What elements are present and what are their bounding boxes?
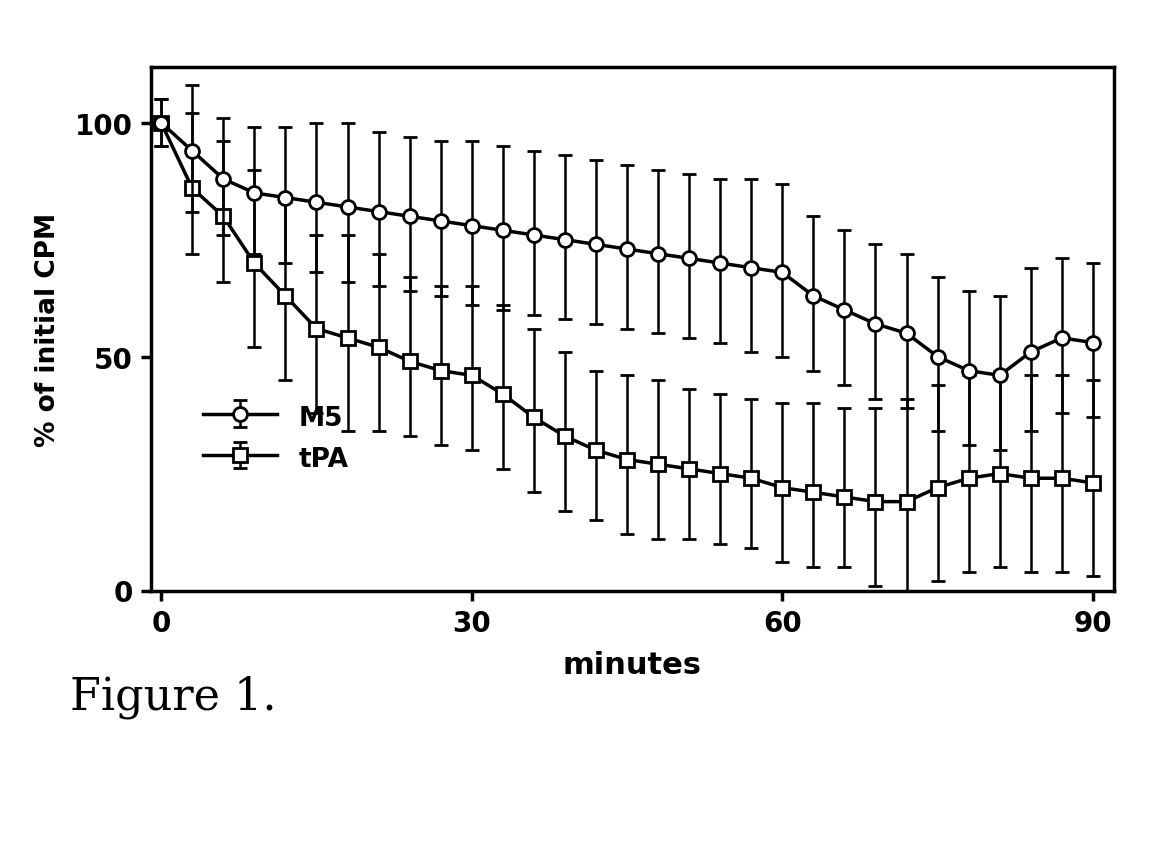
Legend: M5, tPA: M5, tPA — [193, 392, 358, 484]
X-axis label: minutes: minutes — [563, 651, 702, 679]
Text: Figure 1.: Figure 1. — [70, 675, 276, 718]
Y-axis label: % of initial CPM: % of initial CPM — [35, 212, 60, 446]
